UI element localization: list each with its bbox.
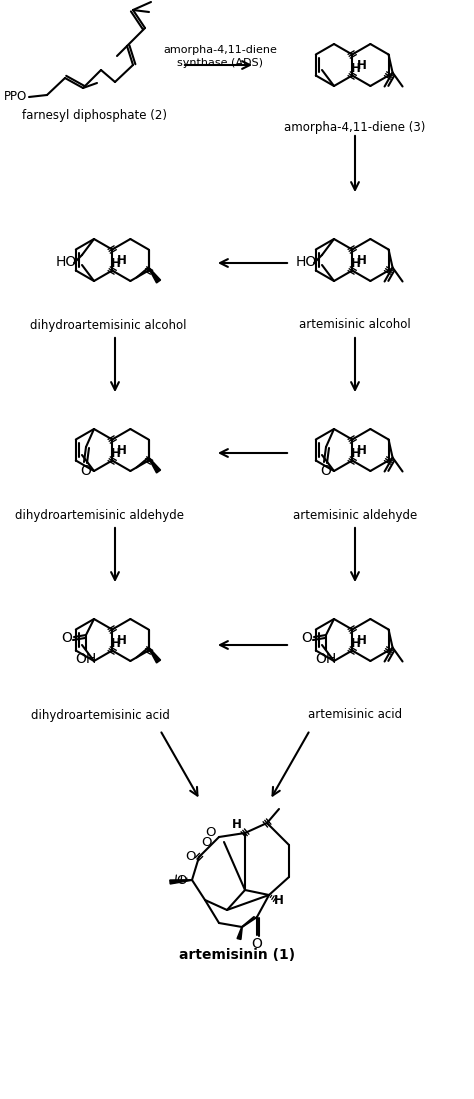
Text: O: O <box>81 464 91 478</box>
Text: H: H <box>111 447 121 460</box>
Text: H: H <box>351 637 361 650</box>
Text: OH: OH <box>75 652 97 666</box>
Text: O: O <box>62 631 73 645</box>
Text: H: H <box>111 257 121 270</box>
Text: H: H <box>111 637 121 650</box>
Text: O: O <box>177 874 187 887</box>
Text: farnesyl diphosphate (2): farnesyl diphosphate (2) <box>22 109 167 122</box>
Text: HO: HO <box>295 255 317 269</box>
Text: amorpha-4,11-diene: amorpha-4,11-diene <box>163 45 277 55</box>
Polygon shape <box>170 879 192 884</box>
Text: O: O <box>252 937 263 951</box>
Text: O: O <box>186 851 196 864</box>
Polygon shape <box>148 267 161 282</box>
Text: H: H <box>117 634 127 647</box>
Text: H: H <box>351 257 361 270</box>
Text: H: H <box>232 819 242 832</box>
Text: PPO: PPO <box>4 90 27 103</box>
Text: artemisinic acid: artemisinic acid <box>308 709 402 722</box>
Text: H: H <box>357 634 367 647</box>
Text: synthase (ADS): synthase (ADS) <box>177 58 263 68</box>
Polygon shape <box>148 457 161 473</box>
Text: H: H <box>351 447 361 460</box>
Text: artemisinin (1): artemisinin (1) <box>179 948 295 962</box>
Text: H: H <box>117 254 127 267</box>
Text: H: H <box>357 444 367 457</box>
Text: H: H <box>351 62 361 75</box>
Text: OH: OH <box>315 652 337 666</box>
Text: H: H <box>357 254 367 267</box>
Text: H: H <box>357 59 367 73</box>
Text: amorpha-4,11-diene (3): amorpha-4,11-diene (3) <box>284 122 426 134</box>
Polygon shape <box>148 647 161 663</box>
Text: O: O <box>206 826 216 840</box>
Text: H: H <box>274 893 284 907</box>
Text: O: O <box>301 631 312 645</box>
Text: artemisinic alcohol: artemisinic alcohol <box>299 319 411 332</box>
Text: O: O <box>320 464 331 478</box>
Text: dihydroartemisinic alcohol: dihydroartemisinic alcohol <box>30 319 186 332</box>
Text: H: H <box>117 444 127 457</box>
Text: HO: HO <box>55 255 77 269</box>
Text: dihydroartemisinic acid: dihydroartemisinic acid <box>30 709 169 722</box>
Text: dihydroartemisinic aldehyde: dihydroartemisinic aldehyde <box>16 509 184 522</box>
Text: O: O <box>202 836 212 850</box>
Text: artemisinic aldehyde: artemisinic aldehyde <box>293 509 417 522</box>
Polygon shape <box>237 926 242 940</box>
